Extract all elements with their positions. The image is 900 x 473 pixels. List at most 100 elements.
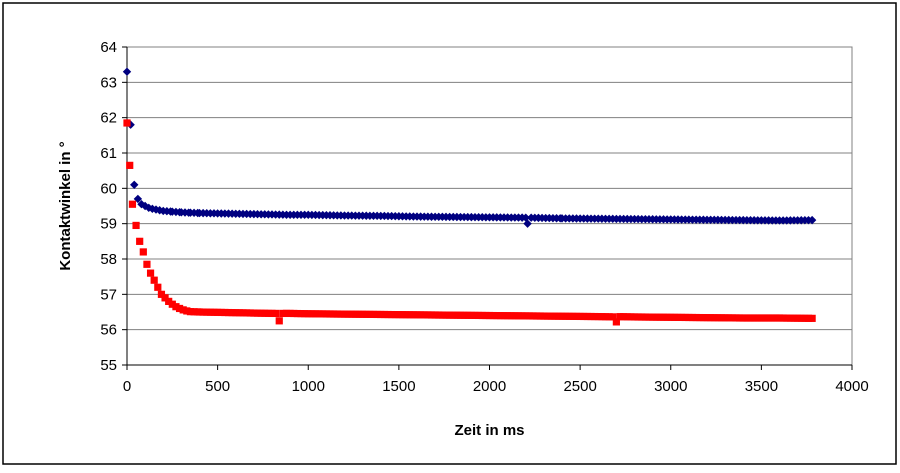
y-tick-label: 57	[100, 286, 117, 303]
data-point	[739, 314, 747, 322]
data-point	[195, 308, 204, 316]
data-point	[417, 311, 425, 319]
data-point	[554, 312, 562, 320]
gridlines	[127, 46, 852, 331]
data-point	[126, 161, 134, 169]
data-point	[736, 314, 744, 322]
data-point	[139, 248, 147, 256]
data-point	[507, 312, 515, 320]
y-tick-label: 58	[100, 251, 117, 268]
data-point	[424, 311, 432, 319]
data-point	[315, 310, 323, 318]
data-point	[587, 312, 595, 321]
data-point	[210, 308, 218, 316]
data-point	[674, 313, 682, 321]
data-point	[221, 308, 229, 317]
data-point	[511, 312, 519, 320]
data-point	[380, 310, 388, 319]
data-point	[384, 310, 392, 319]
x-tick-label: 1000	[292, 378, 325, 395]
data-point	[594, 312, 602, 321]
data-point	[257, 309, 265, 317]
data-point	[369, 310, 378, 319]
data-point	[395, 311, 403, 319]
data-point	[144, 203, 153, 212]
data-point	[186, 308, 195, 316]
data-point	[471, 311, 479, 319]
data-point	[540, 312, 548, 320]
data-point	[504, 312, 512, 320]
data-point	[359, 310, 367, 318]
data-point	[420, 311, 428, 319]
data-point	[670, 313, 678, 321]
data-point	[453, 311, 461, 319]
series-2	[123, 119, 816, 326]
data-point	[649, 313, 657, 321]
data-point	[157, 290, 166, 298]
data-point	[137, 200, 146, 209]
data-point	[572, 312, 581, 320]
data-point	[150, 276, 158, 284]
data-point	[464, 311, 472, 319]
data-point	[319, 310, 327, 318]
data-point	[337, 310, 345, 318]
data-point	[750, 314, 758, 322]
data-point	[804, 314, 813, 322]
data-point	[638, 313, 646, 321]
data-point	[130, 180, 139, 189]
x-tick-label: 0	[123, 378, 131, 395]
data-point	[786, 314, 794, 322]
data-point	[239, 309, 247, 317]
x-tick-label: 4000	[835, 378, 868, 395]
data-point	[253, 309, 262, 317]
data-point	[449, 311, 457, 319]
data-point	[228, 309, 236, 317]
y-axis-title: Kontaktwinkel in °	[57, 141, 74, 270]
data-point	[148, 204, 157, 214]
data-point	[391, 311, 399, 319]
data-point	[612, 318, 620, 326]
data-point	[344, 310, 352, 318]
data-point	[489, 311, 497, 320]
data-point	[140, 201, 150, 211]
data-point	[122, 67, 132, 76]
data-point	[547, 312, 555, 320]
data-point	[348, 310, 356, 318]
data-point	[154, 283, 162, 291]
data-point	[322, 310, 330, 318]
data-point	[435, 311, 443, 319]
data-point	[801, 314, 809, 322]
data-point	[583, 312, 591, 321]
data-point	[518, 312, 526, 320]
data-point	[409, 311, 417, 319]
data-point	[179, 306, 187, 314]
data-point	[232, 309, 240, 317]
data-point	[696, 313, 704, 322]
data-point	[656, 313, 664, 321]
data-point	[605, 313, 613, 321]
data-point	[301, 310, 309, 318]
data-point	[609, 313, 617, 321]
data-point	[558, 312, 566, 320]
data-point	[250, 309, 258, 317]
data-point	[797, 314, 805, 322]
data-point	[438, 311, 446, 319]
data-point	[536, 312, 544, 320]
data-point	[551, 312, 559, 320]
data-point	[710, 314, 718, 322]
data-point	[402, 311, 410, 319]
data-point	[685, 313, 693, 322]
data-point	[165, 297, 173, 305]
data-point	[406, 311, 414, 319]
data-point	[217, 308, 225, 317]
data-point	[529, 312, 537, 320]
data-point	[243, 309, 251, 317]
data-point	[172, 303, 180, 311]
data-point	[580, 312, 588, 321]
x-tick-label: 3000	[654, 378, 687, 395]
data-point	[351, 310, 359, 318]
data-point	[146, 269, 155, 277]
data-point	[203, 308, 211, 316]
